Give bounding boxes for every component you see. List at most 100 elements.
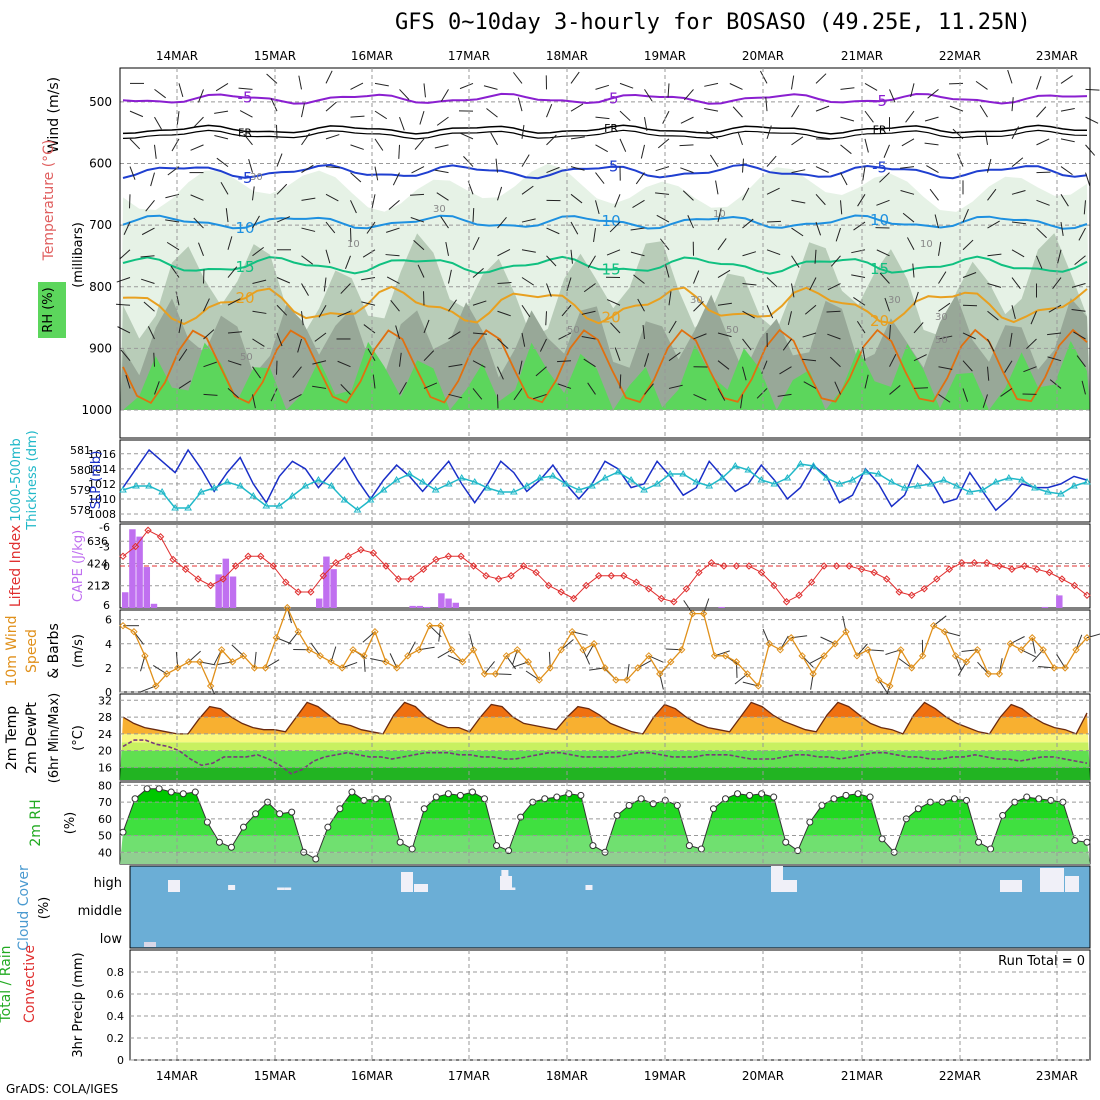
wind-barb	[668, 384, 683, 389]
wind-barb	[827, 333, 841, 340]
thickness-marker	[184, 504, 193, 511]
wind-barb	[1060, 75, 1073, 84]
rh-marker	[372, 795, 380, 803]
wind-barb	[879, 172, 890, 183]
li-marker	[670, 598, 678, 606]
wind10-marker	[842, 627, 850, 636]
wind-barb	[361, 301, 376, 306]
li-marker	[332, 559, 340, 567]
wind-barb	[583, 283, 596, 293]
rh-marker	[770, 793, 778, 801]
wind-barb	[1036, 255, 1043, 269]
wind-barb	[668, 320, 677, 334]
wind10-marker	[250, 664, 259, 672]
rh-contour-label: 10	[347, 239, 360, 250]
wind-barb	[546, 283, 552, 297]
li-marker	[1070, 581, 1079, 590]
wind-barb	[581, 336, 596, 340]
wind-barb	[680, 116, 694, 124]
wind-barb	[252, 279, 267, 284]
wind-barb	[742, 366, 747, 381]
wind-barb	[243, 133, 253, 146]
wind-barb	[717, 269, 731, 278]
thickness-marker	[366, 496, 375, 503]
isotherm-label: -5	[604, 158, 619, 176]
wind10-marker	[886, 682, 894, 690]
wind10-marker	[294, 627, 302, 636]
wind-barb	[889, 324, 891, 340]
rh-marker	[155, 785, 163, 793]
wind-barb	[595, 84, 610, 90]
wind10-marker	[360, 652, 368, 660]
wind-barb	[366, 221, 376, 234]
rh-marker	[709, 805, 717, 813]
isotherm-label: -5	[872, 92, 887, 110]
wind-barb	[913, 291, 919, 306]
wind10-marker	[502, 652, 511, 660]
wind10-marker	[962, 658, 971, 666]
temp-tick-label: 16	[98, 761, 112, 774]
thickness-marker	[991, 478, 1000, 485]
wind-barb	[938, 241, 942, 256]
wind-barb	[472, 332, 487, 335]
ylabel-precip-2: Convective	[22, 945, 38, 1023]
thickness-marker	[887, 478, 896, 485]
li-marker	[457, 552, 465, 560]
thickness-marker	[939, 476, 948, 483]
thickness-marker	[575, 486, 583, 493]
wind-barb	[399, 382, 407, 395]
thickness-marker	[1044, 488, 1052, 495]
wind10-marker	[579, 646, 587, 654]
wind-barb	[1048, 304, 1062, 313]
wind10-marker	[119, 621, 127, 630]
wind-barb	[318, 304, 327, 318]
thickness-marker	[809, 462, 818, 469]
wind10-marker	[995, 670, 1004, 678]
li-marker	[870, 568, 878, 577]
wind-barb	[840, 200, 843, 215]
wind-barb	[472, 388, 483, 400]
wind10-marker	[349, 646, 357, 654]
li-marker	[432, 555, 440, 564]
thickness-marker	[705, 482, 714, 489]
wind-barb	[742, 338, 752, 351]
wind-barb	[123, 221, 131, 235]
ylabel-slp: SLP (mb)	[89, 451, 104, 510]
wind-barb	[1085, 88, 1100, 91]
isotherm-label: 10	[870, 211, 889, 229]
wind-barb	[436, 192, 449, 201]
thickness-marker	[692, 478, 701, 485]
li-tick-label: 3	[103, 580, 110, 593]
cloud-low-bar	[144, 942, 156, 947]
li-marker	[908, 591, 916, 599]
wind-barb	[220, 181, 229, 195]
thickness-marker	[197, 488, 206, 495]
wind-barb	[312, 385, 327, 389]
rh-tick-label: 40	[98, 846, 112, 859]
day-label-bottom: 23MAR	[1036, 1069, 1078, 1083]
wind-barb	[1081, 380, 1086, 395]
wind10-marker	[656, 670, 664, 678]
wind-barb	[987, 310, 999, 321]
rh-marker	[240, 823, 247, 831]
wind-barb	[782, 338, 792, 351]
wind-barb	[655, 166, 670, 172]
wind10-marker	[480, 670, 489, 678]
wind-tick-label: 6	[105, 614, 112, 627]
wind-barb	[216, 157, 229, 167]
wind-barb	[297, 338, 302, 353]
wind-barb	[791, 199, 806, 204]
wind-barb	[190, 144, 204, 151]
wind-barb	[938, 366, 953, 370]
ylabel-wind10-2: Speed	[24, 629, 40, 673]
wind-barb	[766, 220, 782, 223]
wind-barb	[178, 348, 188, 361]
wind-barb	[910, 83, 915, 98]
wind-barb	[610, 322, 621, 334]
wind-barb	[732, 106, 743, 118]
day-label-top: 22MAR	[939, 49, 981, 63]
wind-barb	[448, 393, 463, 399]
wind-barb	[203, 361, 217, 368]
wind10-marker	[426, 621, 434, 630]
wind-barb	[1030, 311, 1037, 325]
